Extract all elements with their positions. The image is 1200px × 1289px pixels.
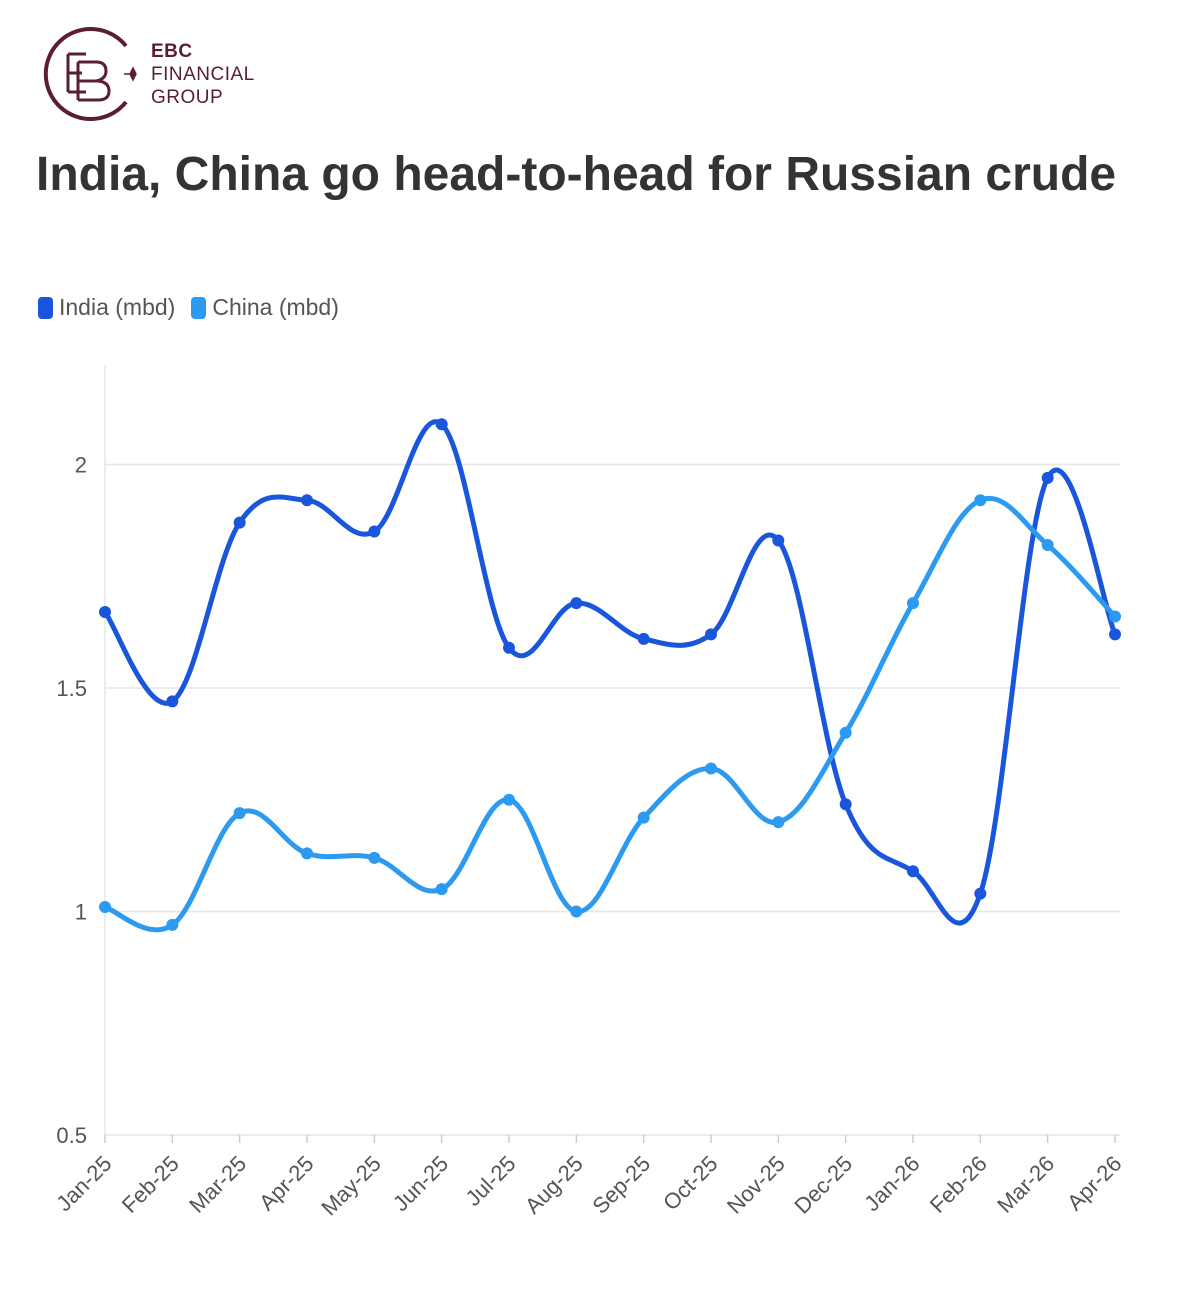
x-tick-label: Mar-26 [992, 1151, 1059, 1218]
x-tick-label: Nov-25 [722, 1151, 790, 1219]
data-point-china [1109, 610, 1121, 623]
chart-legend: India (mbd) China (mbd) [38, 294, 355, 321]
legend-label-india: India (mbd) [59, 294, 176, 320]
data-point-china [1041, 538, 1054, 551]
y-tick-label: 0.5 [56, 1123, 87, 1148]
data-point-india [839, 798, 852, 811]
logo-line-2: FINANCIAL [151, 64, 255, 85]
x-tick-label: Apr-25 [254, 1151, 318, 1215]
data-point-india [1109, 628, 1121, 641]
data-point-india [503, 641, 515, 654]
x-tick-label: Jan-26 [859, 1151, 924, 1216]
x-tick-label: Feb-26 [925, 1151, 992, 1218]
data-point-china [974, 494, 987, 507]
data-point-china [233, 807, 246, 820]
x-tick-label: Jan-25 [51, 1151, 116, 1216]
data-point-china [166, 918, 179, 931]
data-point-india [166, 695, 179, 708]
data-point-india [368, 525, 381, 538]
legend-item-china[interactable]: China (mbd) [191, 294, 339, 321]
ebc-logo-mark-icon [43, 27, 137, 121]
data-point-china [368, 851, 381, 864]
data-point-india [772, 534, 785, 547]
data-point-india [435, 418, 448, 431]
ebc-logo-text: EBC FINANCIAL GROUP [151, 40, 255, 109]
legend-swatch-india [38, 296, 53, 319]
data-point-china [705, 762, 717, 775]
legend-swatch-china [191, 296, 207, 319]
x-tick-label: Dec-25 [789, 1151, 857, 1219]
data-point-china [637, 811, 650, 824]
data-point-china [570, 905, 583, 918]
data-point-india [637, 632, 650, 645]
data-point-india [233, 516, 246, 529]
data-point-china [907, 597, 919, 610]
x-tick-label: Jun-25 [388, 1151, 453, 1216]
x-tick-label: Jul-25 [460, 1151, 520, 1211]
x-tick-label: Apr-26 [1062, 1151, 1126, 1215]
logo-line-3: GROUP [151, 87, 224, 108]
series-line-china [102, 495, 1118, 933]
data-point-india [570, 597, 583, 610]
logo-line-1: EBC [151, 41, 193, 62]
data-point-india [301, 494, 313, 507]
data-point-china [503, 793, 515, 806]
x-tick-label: Feb-25 [117, 1151, 184, 1218]
data-point-china [839, 726, 852, 739]
data-point-china [772, 816, 785, 829]
chart-title: India, China go head-to-head for Russian… [36, 148, 1117, 201]
x-tick-label: Aug-25 [520, 1151, 588, 1219]
data-point-india [99, 606, 111, 619]
y-tick-label: 2 [75, 453, 87, 478]
x-tick-label: Oct-25 [658, 1151, 722, 1215]
x-tick-label: Mar-25 [184, 1151, 251, 1218]
data-point-india [705, 628, 717, 641]
data-point-india [974, 887, 987, 900]
legend-label-china: China (mbd) [212, 294, 339, 320]
ebc-logo: EBC FINANCIAL GROUP [38, 26, 278, 122]
x-tick-label: May-25 [316, 1151, 386, 1221]
y-tick-label: 1 [75, 900, 87, 925]
data-point-india [907, 865, 919, 878]
data-point-china [99, 901, 111, 914]
legend-item-india[interactable]: India (mbd) [38, 294, 175, 321]
data-point-india [1041, 471, 1054, 484]
data-point-china [435, 883, 448, 896]
series-line-india [102, 419, 1118, 926]
y-tick-label: 1.5 [56, 676, 87, 701]
x-tick-label: Sep-25 [587, 1151, 655, 1219]
data-point-china [301, 847, 313, 860]
